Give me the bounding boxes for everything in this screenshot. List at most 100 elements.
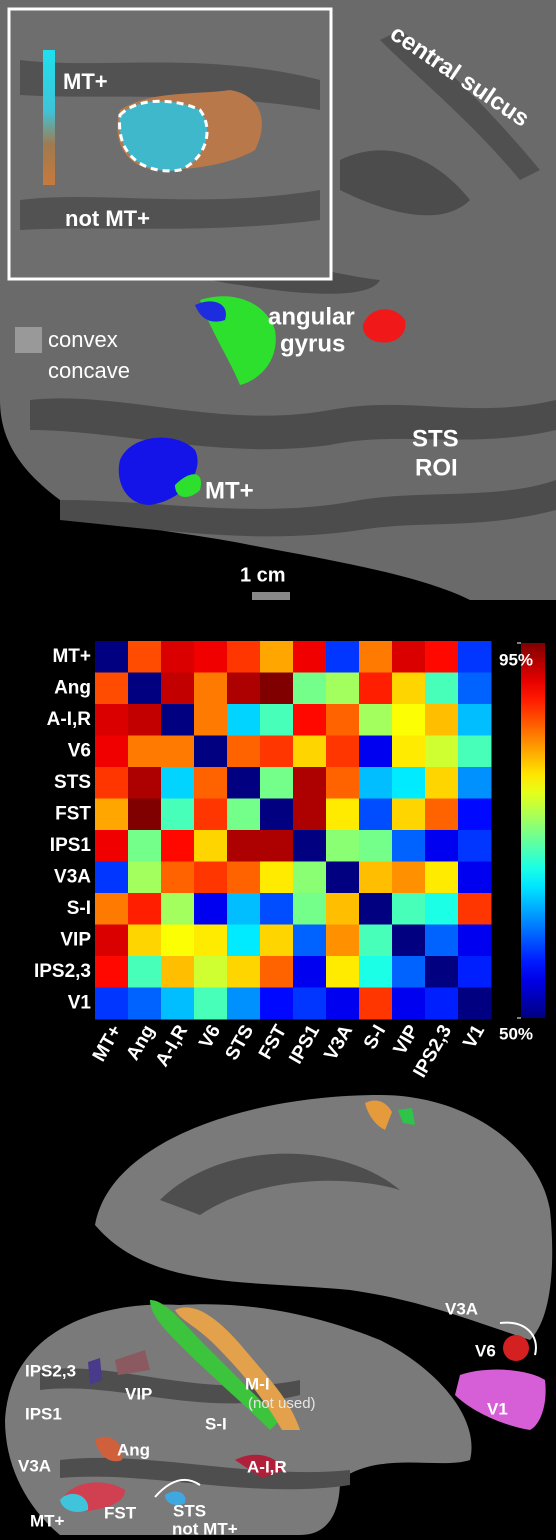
heat-cell (95, 988, 129, 1020)
heat-cell (458, 799, 492, 831)
heat-cell (260, 956, 294, 988)
heat-cell (425, 641, 459, 673)
heat-cell (95, 673, 129, 705)
heat-cell (227, 641, 261, 673)
heat-cell (326, 767, 360, 799)
heat-cell (227, 893, 261, 925)
heat-cell (194, 736, 228, 768)
legend-label: convex (48, 327, 118, 352)
heat-cell (293, 830, 327, 862)
heat-cell (227, 830, 261, 862)
column-label: MT+ (89, 1022, 126, 1066)
heat-cell (227, 925, 261, 957)
row-label: S-I (67, 898, 91, 919)
roi-label: angular (268, 303, 355, 330)
column-label: S-I (360, 1022, 390, 1054)
heat-cell (260, 736, 294, 768)
heat-cell (128, 830, 162, 862)
heat-cell (425, 673, 459, 705)
heat-cell (95, 893, 129, 925)
heat-cell (425, 862, 459, 894)
heat-cell (194, 988, 228, 1020)
heat-cell (392, 830, 426, 862)
heat-cell (392, 673, 426, 705)
roi-label: S-I (205, 1414, 227, 1433)
scale-bar-label: 1 cm (240, 564, 286, 586)
heat-cell (326, 736, 360, 768)
heat-cell (326, 925, 360, 957)
heat-cell (425, 830, 459, 862)
heat-cell (425, 767, 459, 799)
scale-bar (252, 592, 290, 600)
heat-cell (458, 673, 492, 705)
row-label: VIP (60, 929, 91, 950)
heat-cell (128, 956, 162, 988)
heat-cell (293, 862, 327, 894)
colorbar-label: 95% (499, 650, 533, 669)
heat-cell (326, 830, 360, 862)
heat-cell (227, 736, 261, 768)
heat-cell (95, 862, 129, 894)
column-label: A-I,R (152, 1021, 192, 1070)
row-label: V6 (68, 740, 91, 761)
heat-cell (458, 736, 492, 768)
top-panel: convex concave angular gyrus STS ROI MT+… (0, 0, 556, 600)
heat-cell (326, 956, 360, 988)
roi-label: STS (173, 1501, 206, 1520)
heat-cell (95, 641, 129, 673)
heat-cell (128, 767, 162, 799)
heat-cell (458, 641, 492, 673)
heat-cell (260, 830, 294, 862)
row-label: V3A (54, 866, 91, 887)
colorbar (521, 643, 545, 1018)
heat-cell (194, 893, 228, 925)
heat-cell (194, 956, 228, 988)
column-label: STS (222, 1022, 259, 1065)
heat-cell (326, 988, 360, 1020)
heat-cell (359, 767, 393, 799)
heat-cell (293, 799, 327, 831)
heat-cell (392, 799, 426, 831)
colorbar-label: 50% (499, 1024, 533, 1043)
inset-label: MT+ (63, 69, 108, 94)
heat-cell (95, 925, 129, 957)
heat-cell (293, 673, 327, 705)
heat-cell (161, 767, 195, 799)
heat-cell (293, 988, 327, 1020)
heat-cell (161, 704, 195, 736)
heat-cell (326, 862, 360, 894)
heat-cell (161, 988, 195, 1020)
heat-cell (161, 956, 195, 988)
heatmap: MT+MT+AngAngA-I,RA-I,RV6V6STSSTSFSTFSTIP… (34, 641, 545, 1081)
heat-cell (128, 925, 162, 957)
roi-label: IPS1 (25, 1404, 62, 1423)
row-label: Ang (54, 677, 91, 698)
roi-label: VIP (125, 1384, 152, 1403)
heat-cell (194, 641, 228, 673)
heat-cell (425, 925, 459, 957)
heat-cell (227, 673, 261, 705)
heat-cell (128, 893, 162, 925)
heat-cell (326, 641, 360, 673)
heat-cell (359, 956, 393, 988)
heat-cell (161, 641, 195, 673)
heat-cell (392, 862, 426, 894)
heat-cell (392, 956, 426, 988)
heat-cell (128, 736, 162, 768)
inset-colorbar (43, 50, 55, 185)
heat-cell (95, 830, 129, 862)
heat-cell (293, 641, 327, 673)
heat-cell (128, 673, 162, 705)
medial-surface (95, 1095, 552, 1340)
heat-cell (161, 799, 195, 831)
heat-cell (458, 830, 492, 862)
heat-cell (293, 893, 327, 925)
heat-cell (293, 704, 327, 736)
heat-cell (161, 830, 195, 862)
column-label: VIP (390, 1021, 424, 1058)
heat-cell (95, 704, 129, 736)
heat-cell (260, 799, 294, 831)
heat-cell (194, 799, 228, 831)
heat-cell (128, 988, 162, 1020)
heat-cell (359, 925, 393, 957)
